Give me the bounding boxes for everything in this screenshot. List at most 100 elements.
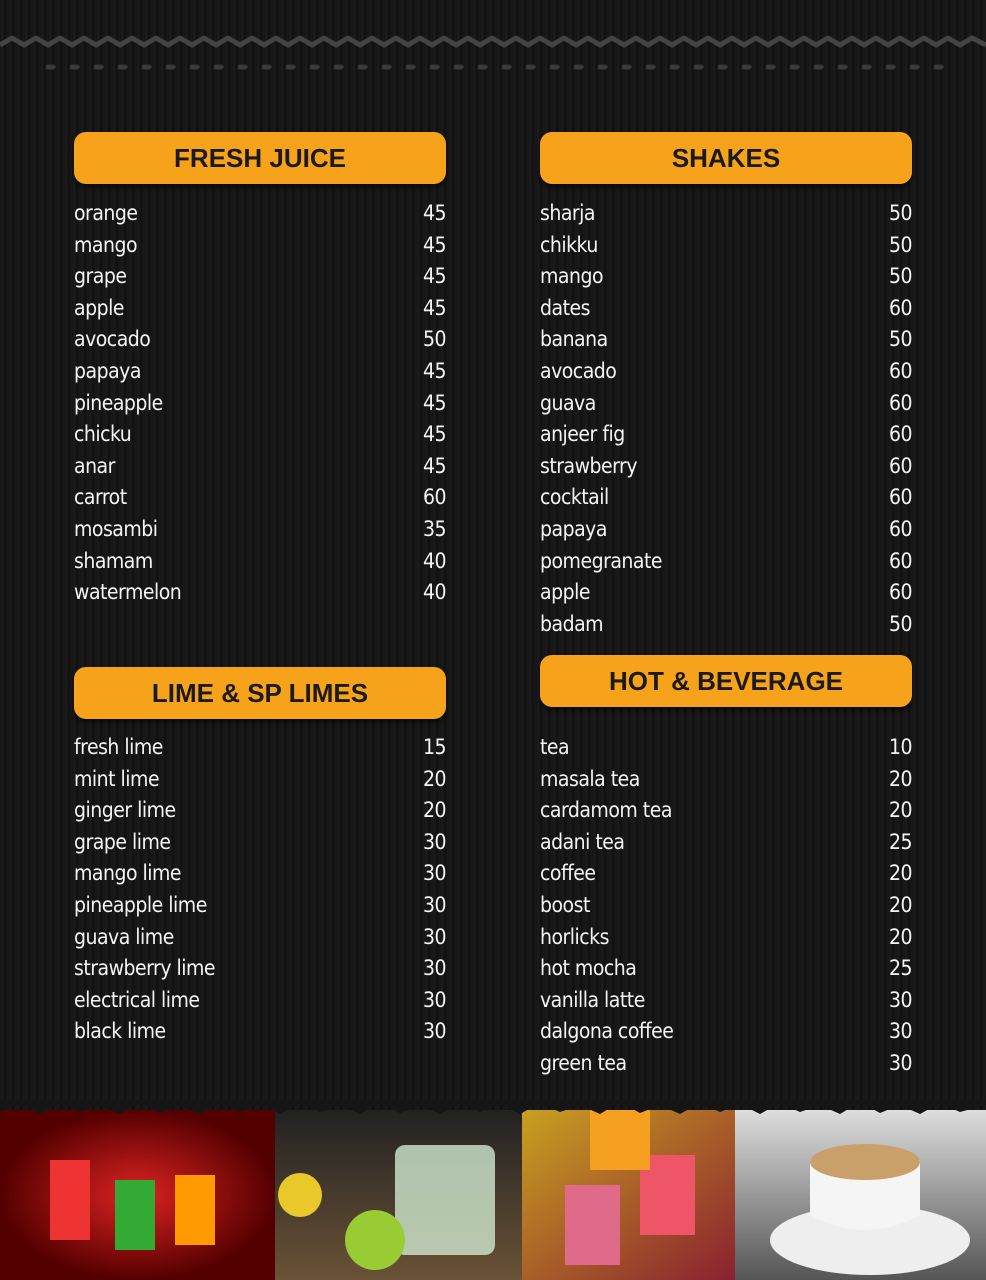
item-name: papaya <box>540 517 607 541</box>
item-price: 60 <box>888 390 913 415</box>
menu-item: tea 10 <box>540 732 913 762</box>
item-name: guava lime <box>74 924 174 949</box>
item-name: orange <box>74 201 138 225</box>
item-name: watermelon <box>74 580 182 605</box>
menu-item: strawberry lime 30 <box>74 953 447 983</box>
item-name: fresh lime <box>74 735 163 759</box>
item-price: 50 <box>888 232 913 257</box>
item-name: apple <box>540 580 590 605</box>
item-price: 45 <box>422 390 447 415</box>
item-price: 60 <box>888 517 913 541</box>
item-price: 20 <box>888 766 913 791</box>
menu-item: badam 50 <box>540 609 913 639</box>
item-name: pomegranate <box>540 548 663 573</box>
item-name: adani tea <box>540 829 625 854</box>
item-name: horlicks <box>540 924 609 949</box>
item-name: chikku <box>540 232 598 257</box>
item-price: 20 <box>888 861 913 886</box>
menu-item: mango 45 <box>74 230 447 260</box>
menu-item: orange 45 <box>74 198 447 228</box>
item-name: badam <box>540 611 604 636</box>
menu-item: carrot 60 <box>74 482 447 512</box>
food-photos <box>0 1100 986 1280</box>
item-name: mango <box>74 232 138 257</box>
item-price: 60 <box>888 548 913 573</box>
item-name: sharja <box>540 201 596 225</box>
section-header: FRESH JUICE <box>74 132 446 184</box>
item-price: 45 <box>422 264 447 289</box>
item-price: 60 <box>422 485 447 510</box>
item-name: anar <box>74 453 115 478</box>
item-name: papaya <box>74 359 141 383</box>
menu-item: anar 45 <box>74 451 447 481</box>
menu-item: mango lime 30 <box>74 858 447 888</box>
menu-item: guava 60 <box>540 388 913 418</box>
item-name: black lime <box>74 1019 166 1044</box>
item-price: 15 <box>422 735 447 759</box>
item-price: 45 <box>422 422 447 447</box>
item-name: pineapple lime <box>74 893 207 917</box>
item-price: 45 <box>422 453 447 478</box>
item-name: ginger lime <box>74 798 176 823</box>
menu-item: mint lime 20 <box>74 764 447 794</box>
item-name: pineapple <box>74 390 163 415</box>
menu-item: apple 60 <box>540 577 913 607</box>
item-price: 50 <box>888 611 913 636</box>
item-price: 20 <box>422 766 447 791</box>
menu-item: grape 45 <box>74 261 447 291</box>
item-price: 60 <box>888 580 913 605</box>
menu-item: pineapple 45 <box>74 388 447 418</box>
item-price: 30 <box>422 893 447 917</box>
item-name: cardamom tea <box>540 798 672 823</box>
menu-item: dates 60 <box>540 293 913 323</box>
menu-item: strawberry 60 <box>540 451 913 481</box>
item-name: masala tea <box>540 766 640 791</box>
item-price: 20 <box>888 798 913 823</box>
item-name: green tea <box>540 1051 627 1075</box>
menu-item: anjeer fig 60 <box>540 419 913 449</box>
menu-item: vanilla latte 30 <box>540 985 913 1015</box>
item-name: cocktail <box>540 485 609 510</box>
menu-item: green tea 30 <box>540 1048 913 1078</box>
menu-item: grape lime 30 <box>74 827 447 857</box>
item-price: 30 <box>422 987 447 1012</box>
menu-item: watermelon 40 <box>74 577 447 607</box>
item-name: mosambi <box>74 517 158 541</box>
item-price: 40 <box>422 580 447 605</box>
item-price: 30 <box>422 861 447 886</box>
menu-item: guava lime 30 <box>74 922 447 952</box>
menu-item: mango 50 <box>540 261 913 291</box>
item-name: carrot <box>74 485 127 510</box>
section-header: SHAKES <box>540 132 912 184</box>
item-name: mango lime <box>74 861 182 886</box>
menu-item: masala tea 20 <box>540 764 913 794</box>
item-price: 60 <box>888 422 913 447</box>
item-name: vanilla latte <box>540 987 645 1012</box>
item-price: 60 <box>888 359 913 383</box>
item-price: 45 <box>422 295 447 320</box>
item-name: avocado <box>74 327 151 352</box>
item-name: anjeer fig <box>540 422 625 447</box>
menu-item: chikku 50 <box>540 230 913 260</box>
item-price: 30 <box>888 987 913 1012</box>
item-name: grape <box>74 264 127 289</box>
item-name: mint lime <box>74 766 160 791</box>
menu-item: avocado 50 <box>74 324 447 354</box>
item-price: 20 <box>422 798 447 823</box>
menu-item: papaya 60 <box>540 514 913 544</box>
item-name: mango <box>540 264 604 289</box>
item-name: avocado <box>540 359 617 383</box>
menu-item: sharja 50 <box>540 198 913 228</box>
item-name: electrical lime <box>74 987 200 1012</box>
menu-item: black lime 30 <box>74 1016 447 1046</box>
menu-item: fresh lime 15 <box>74 732 447 762</box>
menu-item: chicku 45 <box>74 419 447 449</box>
item-price: 60 <box>888 485 913 510</box>
item-price: 30 <box>422 829 447 854</box>
item-price: 10 <box>888 735 913 759</box>
item-price: 40 <box>422 548 447 573</box>
item-price: 20 <box>888 893 913 917</box>
item-name: dates <box>540 295 590 320</box>
menu-item: apple 45 <box>74 293 447 323</box>
